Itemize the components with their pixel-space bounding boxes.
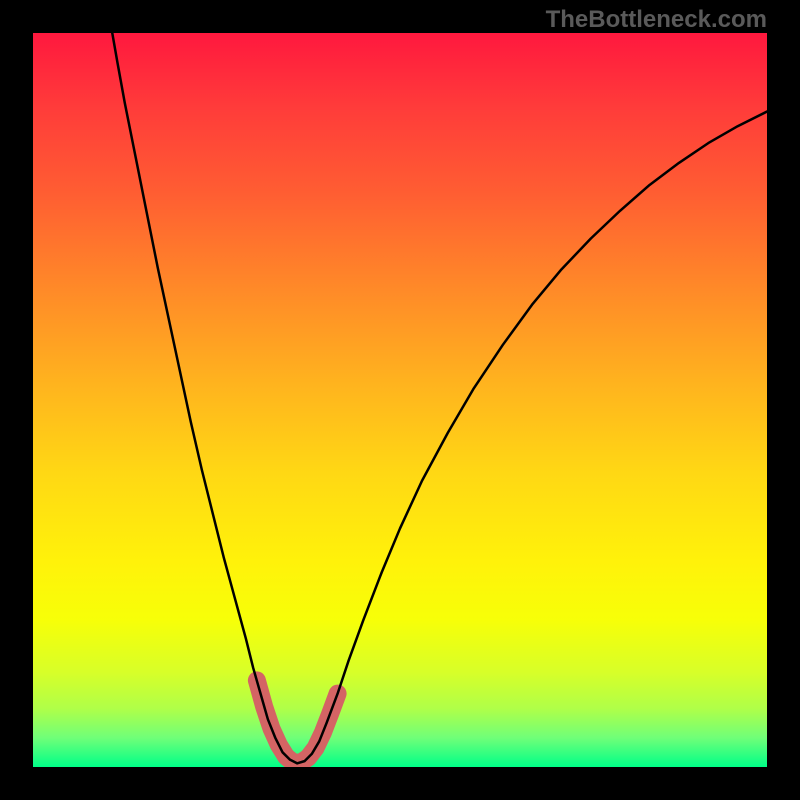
gradient-background — [33, 33, 767, 767]
watermark-text: TheBottleneck.com — [546, 6, 767, 34]
chart-container: TheBottleneck.com — [0, 0, 800, 800]
plot-area — [33, 33, 767, 767]
